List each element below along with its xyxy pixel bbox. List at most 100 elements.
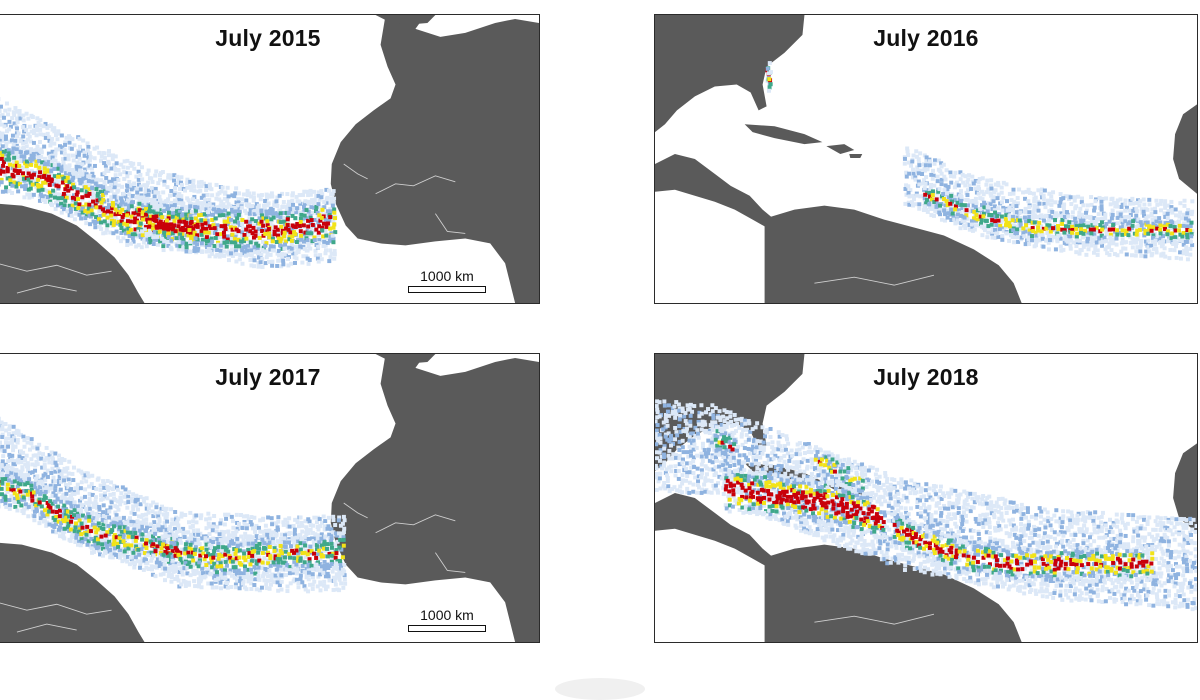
- sargassum-cell: [962, 203, 967, 208]
- sargassum-cell: [0, 134, 5, 139]
- sargassum-cell: [1153, 206, 1158, 211]
- sargassum-cell: [1027, 218, 1032, 223]
- sargassum-cell: [61, 469, 66, 474]
- sargassum-cell: [320, 192, 325, 197]
- sargassum-cell: [218, 521, 223, 526]
- sargassum-cell: [56, 147, 61, 152]
- sargassum-cell: [233, 205, 238, 210]
- sargassum-cell: [33, 485, 38, 490]
- sargassum-cell: [180, 235, 185, 240]
- sargassum-cell: [27, 124, 32, 129]
- sargassum-cell: [945, 208, 950, 213]
- sargassum-cell: [109, 166, 114, 171]
- sargassum-cell: [1115, 228, 1119, 233]
- sargassum-cell: [209, 236, 214, 241]
- sargassum-cell: [236, 568, 241, 573]
- sargassum-cell: [184, 245, 189, 250]
- sargassum-cell: [906, 153, 911, 158]
- sargassum-cell: [1167, 256, 1172, 261]
- sargassum-cell: [1044, 238, 1049, 243]
- sargassum-cell: [115, 485, 120, 490]
- sargassum-cell: [187, 228, 192, 232]
- sargassum-cell: [250, 231, 255, 236]
- sargassum-cell: [87, 187, 92, 192]
- sargassum-cell: [227, 533, 232, 538]
- sargassum-cell: [122, 212, 127, 217]
- sargassum-cell: [1096, 217, 1101, 222]
- sargassum-cell: [242, 232, 247, 237]
- sargassum-cell: [13, 496, 18, 501]
- sargassum-cell: [90, 212, 95, 217]
- sargassum-cell: [928, 183, 933, 188]
- sargassum-cell: [118, 172, 123, 177]
- sargassum-cell: [984, 190, 989, 195]
- africa-landmass: [330, 354, 539, 642]
- sargassum-cell: [1127, 226, 1132, 231]
- sargassum-cell: [48, 199, 53, 204]
- sargassum-cell: [283, 544, 288, 549]
- sargassum-cell: [301, 244, 306, 249]
- sargassum-cell: [330, 233, 335, 238]
- sargassum-cell: [30, 470, 35, 475]
- sargassum-cell: [310, 536, 315, 541]
- sargassum-cell: [917, 182, 922, 187]
- sargassum-cell: [957, 203, 962, 208]
- sargassum-cell: [53, 153, 58, 158]
- sargassum-cell: [0, 424, 5, 429]
- sargassum-cell: [1097, 236, 1102, 241]
- sargassum-cell: [968, 199, 973, 204]
- sargassum-cell: [108, 492, 113, 497]
- sargassum-cell: [122, 170, 127, 175]
- sargassum-cell: [154, 218, 159, 223]
- sargassum-cell: [181, 247, 186, 252]
- sargassum-cell: [240, 261, 245, 266]
- sargassum-cell: [192, 561, 197, 566]
- sargassum-cell: [1104, 232, 1109, 237]
- sargassum-cell: [315, 525, 320, 529]
- sargassum-cell: [254, 241, 259, 246]
- sargassum-cell: [148, 236, 153, 241]
- sargassum-cell: [945, 203, 950, 208]
- sargassum-cell: [0, 104, 3, 109]
- sargassum-cell: [120, 485, 125, 490]
- sargassum-cell: [154, 211, 159, 216]
- sargassum-cell: [63, 187, 68, 192]
- sargassum-cell: [266, 216, 271, 221]
- sargassum-cell: [316, 574, 321, 579]
- sargassum-cell: [1165, 215, 1170, 220]
- sargassum-cell: [278, 209, 283, 214]
- sargassum-cell: [210, 524, 215, 529]
- sargassum-cell: [296, 585, 301, 590]
- sargassum-cell: [49, 169, 54, 174]
- sargassum-cell: [979, 218, 984, 223]
- sargassum-cell: [316, 533, 321, 538]
- sargassum-cell: [958, 189, 963, 194]
- sargassum-cell: [963, 226, 968, 231]
- sargassum-cell: [79, 496, 84, 501]
- sargassum-cell: [267, 194, 272, 199]
- sargassum-cell: [78, 165, 83, 170]
- sargassum-cell: [80, 471, 85, 476]
- sargassum-cell: [958, 226, 963, 231]
- sargassum-cell: [207, 561, 212, 566]
- sargassum-cell: [139, 514, 144, 519]
- sargassum-cell: [157, 173, 162, 178]
- sargassum-cell: [916, 179, 921, 184]
- sargassum-cell: [110, 157, 115, 162]
- sargassum-cell: [1090, 223, 1095, 228]
- sargassum-cell: [1015, 201, 1020, 206]
- sargassum-cell: [12, 163, 17, 168]
- sargassum-cell: [291, 251, 296, 256]
- sargassum-cell: [26, 504, 31, 509]
- sargassum-cell: [230, 207, 235, 212]
- sargassum-cell: [1068, 243, 1073, 248]
- sargassum-cell: [17, 476, 22, 481]
- sargassum-cell: [1007, 238, 1012, 243]
- sargassum-cell: [276, 576, 281, 581]
- sargassum-cell: [927, 202, 932, 207]
- sargassum-cell: [141, 203, 146, 208]
- sargassum-cell: [902, 161, 907, 166]
- sargassum-cell: [311, 523, 316, 528]
- sargassum-cell: [135, 559, 140, 564]
- sargassum-cell: [301, 239, 306, 244]
